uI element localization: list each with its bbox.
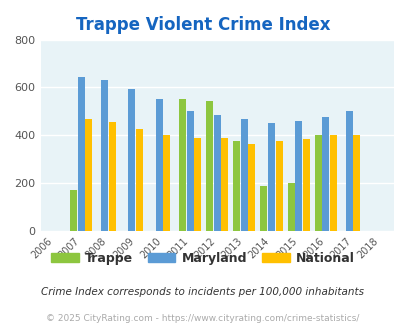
Bar xyxy=(352,135,360,231)
Bar xyxy=(70,190,77,231)
Bar xyxy=(322,117,328,231)
Bar xyxy=(248,144,255,231)
Bar xyxy=(109,122,115,231)
Bar xyxy=(85,118,92,231)
Bar xyxy=(329,135,336,231)
Bar xyxy=(136,129,143,231)
Bar xyxy=(267,123,274,231)
Bar xyxy=(101,80,108,231)
Text: Trappe Violent Crime Index: Trappe Violent Crime Index xyxy=(76,16,329,35)
Bar xyxy=(213,115,220,231)
Legend: Trappe, Maryland, National: Trappe, Maryland, National xyxy=(46,247,359,270)
Bar xyxy=(287,183,294,231)
Bar xyxy=(314,135,321,231)
Text: Crime Index corresponds to incidents per 100,000 inhabitants: Crime Index corresponds to incidents per… xyxy=(41,287,364,297)
Bar xyxy=(345,112,352,231)
Bar xyxy=(179,99,185,231)
Bar xyxy=(163,135,170,231)
Bar xyxy=(233,141,240,231)
Bar xyxy=(260,185,267,231)
Bar xyxy=(275,141,282,231)
Text: © 2025 CityRating.com - https://www.cityrating.com/crime-statistics/: © 2025 CityRating.com - https://www.city… xyxy=(46,314,359,323)
Bar xyxy=(186,112,193,231)
Bar xyxy=(240,118,247,231)
Bar xyxy=(221,138,228,231)
Bar xyxy=(155,99,162,231)
Bar xyxy=(194,138,200,231)
Bar xyxy=(294,121,301,231)
Bar xyxy=(302,139,309,231)
Bar xyxy=(78,77,85,231)
Bar xyxy=(206,101,213,231)
Bar xyxy=(128,89,135,231)
